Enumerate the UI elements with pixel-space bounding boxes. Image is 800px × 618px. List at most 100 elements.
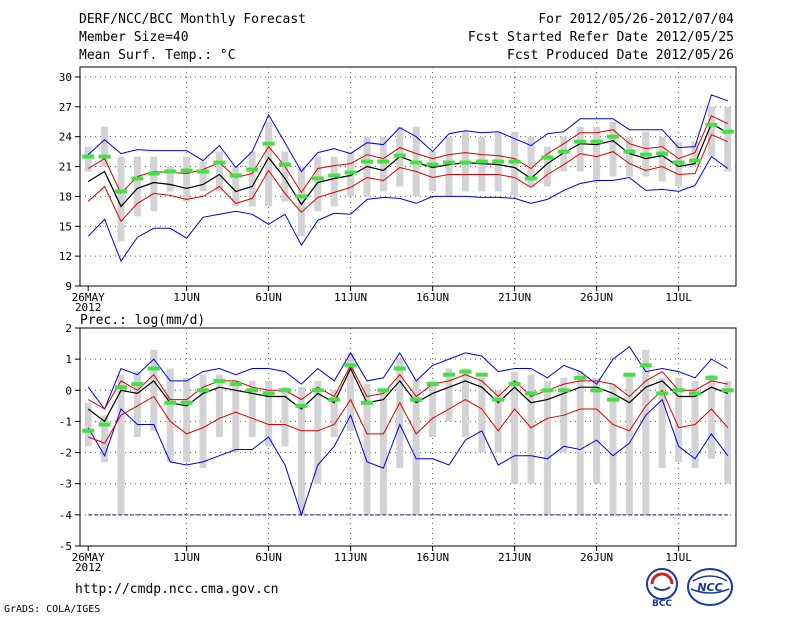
chart0-spread-box (150, 156, 158, 212)
chart0-observed-marker (262, 141, 275, 146)
chart0-spread-box (707, 106, 715, 157)
chart0-observed-marker (361, 159, 373, 164)
chart0-spread-box (117, 156, 125, 242)
chart0-observed-marker (98, 154, 111, 159)
chart1-spread-box (199, 374, 207, 469)
precipitation-panel-title: Prec.: log(mm/d) (80, 313, 205, 328)
chart0-observed-marker (705, 122, 718, 127)
chart0-spread-box (166, 166, 174, 192)
chart0-observed-marker (607, 134, 619, 139)
chart1-observed-marker (525, 391, 537, 396)
chart0-spread-box (445, 136, 453, 197)
chart0-observed-marker (229, 173, 242, 178)
chart0-observed-marker (426, 162, 439, 167)
chart0-observed-marker (328, 173, 341, 178)
chart1-spread-box (494, 390, 502, 453)
chart1-spread-box (478, 377, 486, 453)
chart0-xtick-label: 16JUN (416, 291, 449, 304)
chart0-observed-marker (82, 154, 95, 159)
ncc-logo-text: NCC (697, 581, 722, 594)
chart0-spread-box (199, 161, 207, 192)
chart0-observed-marker (344, 170, 357, 175)
temperature-panel: 9 12 15 18 21 24 27 30 26MAY 1JUN 6JUN 11JUN 16JUN 21… (59, 66, 737, 314)
chart0-observed-marker (656, 151, 669, 156)
chart0-spread-box (609, 121, 617, 177)
chart0-spread-box (560, 136, 568, 172)
chart0-ytick-label: 18 (59, 190, 72, 203)
chart0-series-max (87, 94, 728, 173)
chart0-ytick-label: 24 (59, 131, 73, 144)
chart0-observed-marker (197, 169, 209, 174)
chart1-spread-box (396, 359, 404, 469)
chart0-observed-marker (574, 139, 587, 144)
forecast-produced-date: Fcst Produced Date 2012/05/26 (507, 48, 734, 63)
chart1-spread-box (183, 377, 191, 462)
chart0-observed-marker (492, 159, 505, 164)
chart0-xtick-label: 1JUL (665, 291, 692, 304)
chart1-ytick-label: -2 (59, 447, 72, 460)
chart1-observed-marker (246, 388, 259, 393)
chart1-observed-marker (393, 366, 406, 371)
chart0-spread-box (232, 166, 240, 207)
chart0-frame (79, 66, 737, 287)
chart0-observed-marker (459, 160, 472, 165)
chart1-spread-box (461, 368, 469, 437)
chart1-spread-box (314, 380, 322, 484)
chart1-series-mean-plus-std (87, 364, 728, 410)
chart0-series-mean-minus-std (87, 134, 728, 223)
chart1-spread-box (101, 415, 109, 462)
chart1-observed-marker (689, 391, 701, 396)
chart1-observed-marker (574, 375, 587, 380)
chart1-xtick-label: 1JUL (665, 551, 692, 564)
source-url[interactable]: http://cmdp.ncc.cma.gov.cn (75, 582, 279, 597)
chart0-spread-box (429, 151, 437, 192)
chart0-spread-box (691, 141, 699, 167)
precipitation-panel: -5 -4 -3 -2 -1 0 1 2 26MAY 1JUN 6JUN 11JUN 16JUN 21JU… (59, 322, 737, 574)
chart1-ytick-label: 1 (65, 353, 72, 366)
chart0-observed-marker (147, 171, 160, 176)
chart1-spread-box (166, 368, 174, 462)
chart1-observed-marker (656, 391, 669, 396)
chart0-observed-marker (131, 176, 144, 181)
chart0-spread-box (84, 146, 92, 172)
chart1-xtick-label: 16JUN (416, 551, 449, 564)
chart1-observed-marker (361, 400, 373, 405)
chart1-spread-box (363, 384, 371, 515)
grads-credit: GrADS: COLA/IGES (4, 604, 101, 615)
chart1-ytick-label: 0 (65, 384, 72, 397)
chart0-year-label: 2012 (75, 301, 102, 314)
variable-label: Mean Surf. Temp.: °C (79, 48, 236, 63)
chart0-observed-marker (689, 158, 701, 163)
chart0-spread-box (101, 126, 109, 167)
chart1-spread-box (543, 380, 551, 515)
chart1-frame (79, 327, 737, 547)
chart0-observed-marker (180, 168, 193, 173)
chart1-observed-marker (426, 382, 439, 387)
chart1-observed-marker (82, 428, 95, 433)
chart1-spread-box (576, 371, 584, 515)
chart0-spread-box (215, 151, 223, 192)
chart1-observed-marker (492, 397, 505, 402)
chart0-spread-box (724, 106, 732, 172)
chart1-spread-box (609, 384, 617, 515)
chart1-spread-box (281, 387, 289, 447)
chart0-observed-marker (115, 189, 127, 194)
chart1-spread-box (625, 374, 633, 515)
chart1-spread-box (527, 374, 535, 484)
chart1-observed-marker (131, 382, 144, 387)
chart0-observed-marker (295, 194, 308, 199)
chart0-series-min (87, 155, 729, 263)
chart0-observed-marker (541, 155, 554, 160)
chart1-spread-box (724, 380, 732, 484)
chart1-spread-box (445, 368, 453, 422)
chart0-observed-marker (393, 153, 406, 158)
chart0-xtick-label: 1JUN (173, 291, 200, 304)
chart1-year-label: 2012 (75, 561, 102, 574)
chart0-observed-marker (246, 167, 259, 172)
chart1-observed-marker (197, 388, 209, 393)
chart1-spread-box (658, 377, 666, 469)
chart0-spread-box (281, 151, 289, 202)
chart1-observed-marker (410, 397, 423, 402)
chart-title: DERF/NCC/BCC Monthly Forecast (79, 12, 306, 27)
